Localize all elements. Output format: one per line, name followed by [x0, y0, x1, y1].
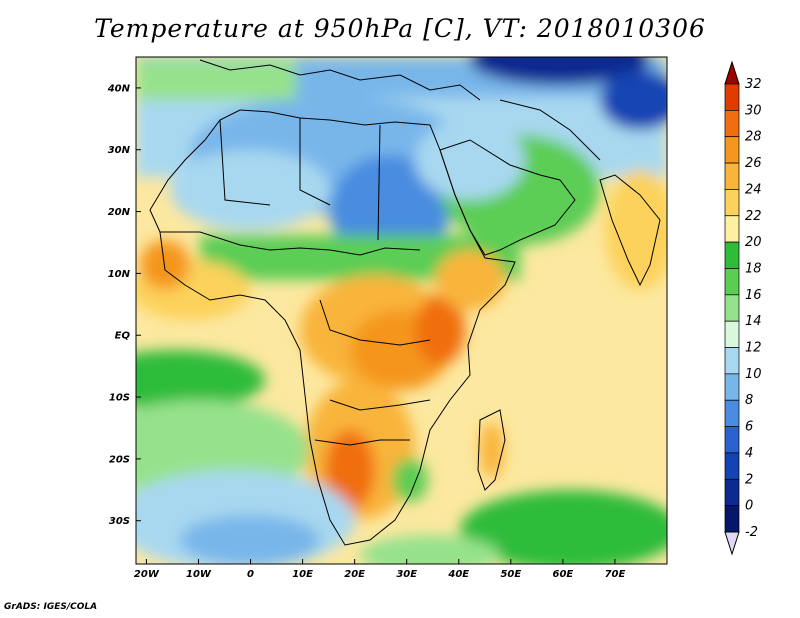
- lat-tick-label: 30N: [108, 145, 131, 156]
- colorbar-bin: [724, 83, 740, 111]
- coastlines: [149, 59, 661, 546]
- latitude-axis: 40N 30N 20N 10N EQ 10S 20S 30S: [107, 83, 141, 527]
- lon-tick-label: 0: [247, 569, 254, 580]
- colorbar-label: 18: [745, 261, 762, 276]
- colorbar-bin: [724, 162, 740, 190]
- colorbar-label: 30: [745, 103, 762, 118]
- lon-tick-label: 40E: [447, 569, 469, 580]
- colorbar-bin: [724, 136, 740, 164]
- lat-tick-label: 40N: [107, 83, 131, 94]
- colorbar-bin: [724, 268, 740, 296]
- colorbar-label: 2: [745, 472, 753, 487]
- colorbar-label: 22: [745, 209, 762, 224]
- colorbar-bin: [724, 452, 740, 480]
- lon-tick-label: 20W: [134, 569, 160, 580]
- colorbar-label: 6: [745, 420, 753, 435]
- lon-tick-label: 60E: [553, 569, 574, 580]
- lon-tick-label: 10E: [292, 569, 313, 580]
- colorbar-bin: [724, 110, 740, 138]
- colorbar-bin: [724, 399, 740, 427]
- lon-tick-label: 10W: [186, 569, 212, 580]
- colorbar-label: 32: [745, 77, 762, 92]
- colorbar-bin: [724, 373, 740, 401]
- colorbar-label: 28: [745, 130, 762, 145]
- colorbar-bin: [724, 189, 740, 217]
- colorbar-label: 20: [745, 235, 762, 250]
- lat-tick-label: EQ: [115, 331, 131, 342]
- lon-tick-label: 30E: [396, 569, 417, 580]
- temperature-field: [136, 57, 667, 564]
- colorbar-bin: [724, 320, 740, 348]
- colorbar-label: 12: [745, 341, 762, 356]
- colorbar-bin: [724, 478, 740, 506]
- colorbar-label: -2: [745, 525, 758, 540]
- colorbar-label: 24: [745, 182, 762, 197]
- colorbar-max-arrow: [724, 60, 740, 85]
- map-title: Temperature at 950hPa [C], VT: 201801030…: [94, 14, 706, 43]
- colorbar-label: 8: [745, 393, 753, 408]
- colorbar-label: 16: [745, 288, 762, 303]
- lat-tick-label: 10S: [109, 393, 130, 404]
- colorbar-bin: [724, 347, 740, 375]
- lat-tick-label: 30S: [109, 516, 130, 527]
- colorbar-min-arrow: [724, 531, 740, 556]
- lat-tick-label: 10N: [108, 269, 131, 280]
- software-credit: GrADS: IGES/COLA: [4, 602, 98, 612]
- colorbar-label: 0: [745, 499, 753, 514]
- colorbar-label: 10: [745, 367, 762, 382]
- colorbar-label: 26: [745, 156, 762, 171]
- colorbar-bin: [724, 505, 740, 533]
- lon-tick-label: 70E: [605, 569, 626, 580]
- colorbar-label: 4: [745, 446, 753, 461]
- colorbar-bin: [724, 294, 740, 322]
- longitude-axis: 20W 10W 0 10E 20E 30E 40E 50E 60E 70E: [134, 559, 626, 580]
- lat-tick-label: 20N: [108, 207, 131, 218]
- lat-tick-label: 20S: [109, 454, 130, 465]
- lon-tick-label: 50E: [500, 569, 521, 580]
- colorbar-label: 14: [745, 314, 762, 329]
- lon-tick-label: 20E: [344, 569, 365, 580]
- colorbar-bin: [724, 215, 740, 243]
- colorbar-bin: [724, 426, 740, 454]
- colorbar-bin: [724, 241, 740, 269]
- plot-frame: [135, 56, 668, 565]
